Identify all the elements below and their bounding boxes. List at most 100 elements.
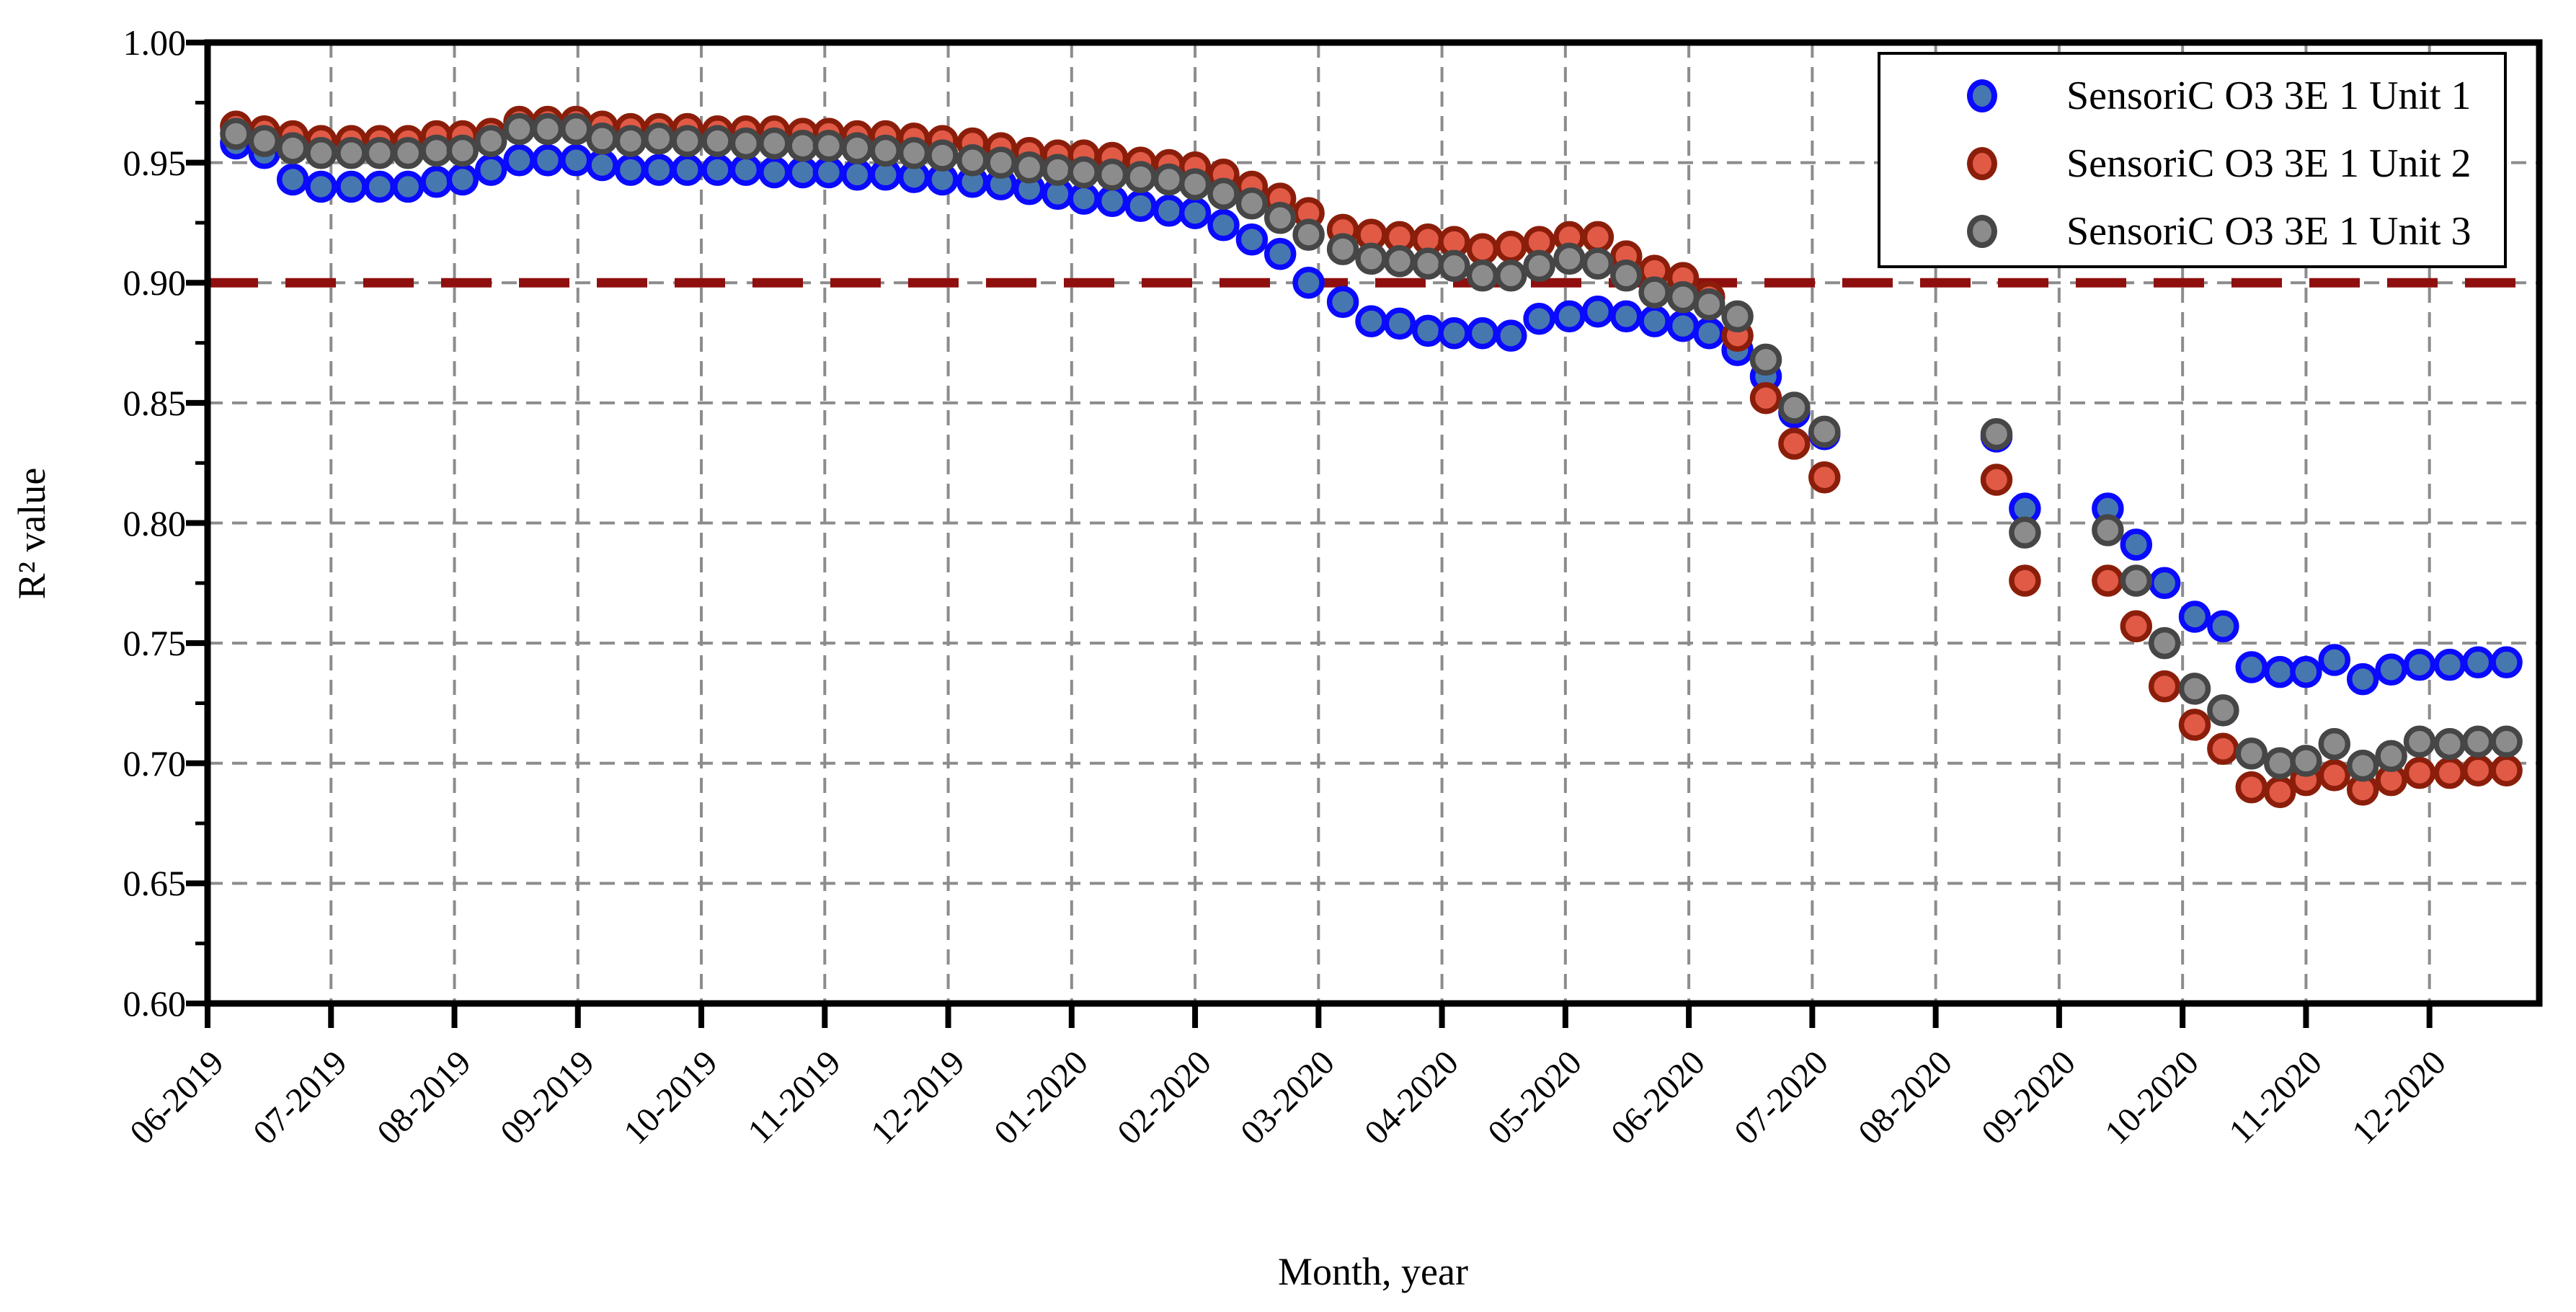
data-point — [2290, 655, 2322, 688]
data-point — [2207, 610, 2239, 643]
data-point — [926, 139, 959, 172]
data-point — [1638, 305, 1671, 337]
data-point — [1721, 300, 1754, 333]
data-point — [2403, 756, 2436, 789]
data-point — [335, 170, 368, 203]
data-point — [2375, 740, 2407, 773]
data-point — [1207, 209, 1240, 241]
data-point — [1610, 300, 1643, 333]
data-point — [1263, 238, 1297, 270]
data-point — [248, 125, 281, 157]
y-axis-label: R² value — [10, 467, 53, 600]
data-point — [786, 130, 819, 162]
legend-item-unit-3: SensoriC O3 3E 1 Unit 3 — [1967, 198, 2504, 265]
data-point — [1666, 280, 1700, 314]
data-point — [1638, 276, 1671, 309]
data-point — [671, 154, 703, 186]
data-point — [1412, 314, 1444, 347]
data-point — [2433, 648, 2466, 681]
data-point — [446, 134, 479, 167]
data-point — [1523, 302, 1555, 335]
data-point — [1438, 316, 1470, 350]
data-point — [1041, 154, 1074, 186]
data-point — [701, 154, 734, 186]
data-point — [701, 125, 734, 157]
data-point — [1553, 300, 1586, 333]
data-point — [1438, 249, 1470, 283]
data-point — [1581, 221, 1615, 254]
data-point — [1152, 163, 1186, 196]
data-point — [2263, 776, 2296, 808]
data-point — [1013, 151, 1046, 184]
data-point — [2318, 644, 2351, 676]
data-point — [758, 156, 791, 189]
data-point — [841, 132, 874, 164]
data-point — [1693, 288, 1726, 321]
data-point — [391, 170, 425, 203]
data-point — [2207, 694, 2239, 727]
legend-item-unit-2: SensoriC O3 3E 1 Unit 2 — [1967, 130, 2504, 198]
data-point — [2461, 754, 2495, 786]
data-point — [1096, 185, 1129, 218]
data-point — [1067, 156, 1100, 189]
data-point — [2346, 749, 2379, 782]
data-point — [1235, 223, 1269, 256]
data-point — [2009, 516, 2041, 549]
data-point — [474, 125, 507, 157]
data-point — [1495, 260, 1527, 292]
data-point — [276, 132, 309, 164]
data-point — [2178, 673, 2211, 705]
data-point — [1178, 168, 1212, 200]
data-point — [335, 137, 368, 169]
data-point — [2235, 771, 2268, 804]
unit-1-marker-icon — [1967, 79, 1997, 112]
data-point — [812, 130, 845, 162]
data-point — [1178, 197, 1212, 229]
data-point — [1096, 159, 1129, 191]
data-point — [420, 166, 453, 198]
data-point — [2263, 747, 2296, 780]
data-point — [841, 159, 874, 191]
data-point — [1326, 233, 1359, 265]
legend-item-label: SensoriC O3 3E 1 Unit 2 — [2066, 141, 2471, 186]
data-point — [2207, 732, 2239, 766]
data-point — [2403, 648, 2436, 681]
data-point — [2120, 610, 2153, 643]
data-point — [363, 137, 396, 169]
data-point — [1778, 391, 1811, 424]
data-point — [2346, 662, 2379, 696]
data-point — [1980, 464, 2013, 496]
data-point — [1553, 242, 1586, 275]
data-point — [1610, 260, 1643, 292]
data-point — [586, 123, 618, 155]
data-point — [1693, 316, 1726, 350]
data-point — [985, 146, 1017, 179]
data-point — [1749, 343, 1782, 376]
data-point — [1523, 249, 1555, 283]
data-point — [2092, 514, 2124, 546]
data-point — [614, 154, 647, 186]
data-point — [812, 156, 845, 189]
data-point — [2318, 759, 2351, 792]
data-point — [1383, 245, 1416, 278]
data-point — [1383, 307, 1416, 340]
data-point — [1067, 182, 1100, 215]
data-point — [1152, 195, 1186, 227]
data-point — [1124, 190, 1157, 222]
data-point — [363, 170, 396, 203]
x-axis-label: Month, year — [1278, 1250, 1468, 1293]
data-point — [305, 137, 337, 169]
data-point — [2490, 646, 2523, 679]
data-point — [2148, 626, 2181, 660]
data-point — [1666, 309, 1700, 342]
data-point — [1495, 319, 1527, 352]
data-point — [2235, 737, 2268, 770]
data-point — [2009, 564, 2041, 597]
data-point — [2490, 725, 2523, 758]
data-point — [276, 163, 309, 196]
data-point — [474, 154, 507, 186]
data-point — [586, 149, 618, 182]
data-point — [420, 134, 453, 167]
data-point — [1292, 218, 1325, 251]
data-point — [531, 112, 564, 146]
